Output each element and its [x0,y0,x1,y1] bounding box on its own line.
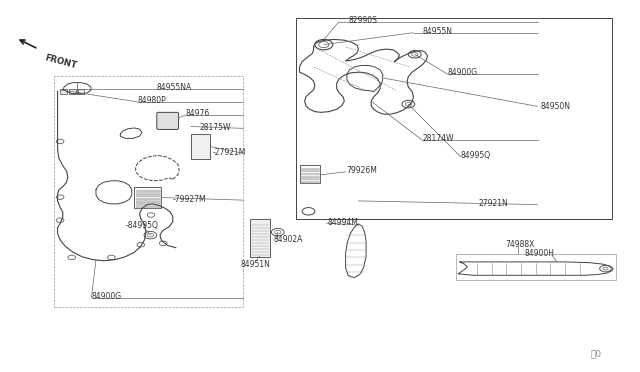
Text: 84976: 84976 [186,109,210,118]
Bar [69,89,76,94]
FancyBboxPatch shape [157,112,179,129]
Text: 84994M: 84994M [328,218,358,227]
Text: 䤀0: 䤀0 [590,349,601,358]
Text: FRONT: FRONT [44,53,77,70]
Text: 28175W: 28175W [200,123,231,132]
Text: 27921N: 27921N [479,199,508,208]
Bar [300,165,320,183]
Bar [134,187,161,208]
Text: 84980P: 84980P [138,96,166,105]
Bar [60,89,67,94]
Text: 28174W: 28174W [422,134,454,143]
Text: 84902A: 84902A [273,235,303,244]
Bar [54,76,243,307]
Text: 84955N: 84955N [422,28,452,36]
Text: 84900G: 84900G [92,292,122,301]
Text: -84995Q: -84995Q [125,221,158,230]
Bar [296,18,612,219]
Text: 74988X: 74988X [506,240,535,249]
Text: 84995Q: 84995Q [461,151,491,160]
Bar [78,89,84,94]
Bar [456,254,616,280]
Bar [191,134,210,159]
Text: 79926M: 79926M [346,166,377,175]
Text: 84900G: 84900G [448,68,478,77]
Text: -79927M: -79927M [173,195,207,204]
Bar [250,219,270,257]
Text: 82990S: 82990S [349,16,378,25]
Text: 84951N: 84951N [241,260,271,269]
Text: 84950N: 84950N [541,102,571,111]
Text: -27921M: -27921M [213,148,246,157]
Text: 84900H: 84900H [525,249,555,258]
Text: 84955NA: 84955NA [157,83,192,92]
